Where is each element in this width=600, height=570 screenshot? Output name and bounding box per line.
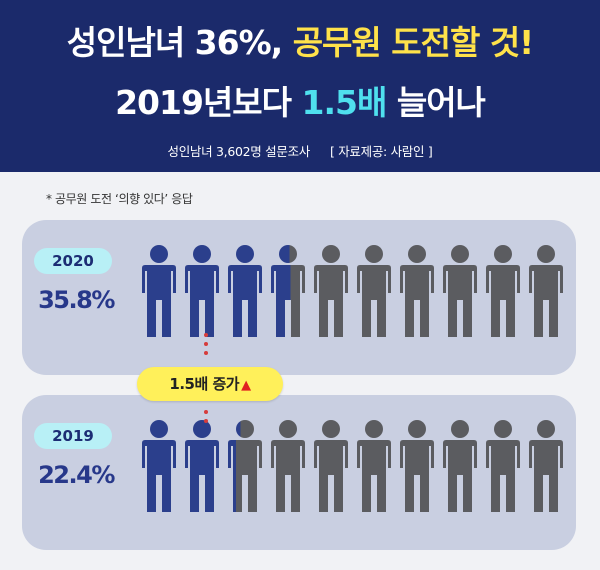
person-head [408,245,426,263]
person-body [529,440,563,512]
person-icon [185,245,219,337]
person-body [185,265,219,337]
person-body [271,265,305,337]
person-head [236,245,254,263]
person-icon [228,245,262,337]
person-body [357,440,391,512]
person-icon [486,420,520,512]
person-head [150,420,168,438]
header-banner: 성인남녀 36%, 공무원 도전할 것! 2019년보다 1.5배 늘어나 성인… [0,0,600,172]
person-head [408,420,426,438]
percent-label: 22.4% [38,461,115,489]
person-body [443,265,477,337]
person-head [365,245,383,263]
person-body [228,440,262,512]
headline-line-1: 성인남녀 36%, 공무원 도전할 것! [0,20,600,66]
person-icon [529,420,563,512]
survey-description: 성인남녀 3,602명 설문조사 [167,144,311,159]
year-label: 2019 [34,423,112,449]
percent-label: 35.8% [38,286,115,314]
person-icon [314,245,348,337]
row-panel-2019: 2019 22.4% [22,395,576,550]
person-head [451,245,469,263]
person-body [486,265,520,337]
person-body [443,440,477,512]
person-icon [400,420,434,512]
year-label: 2020 [34,248,112,274]
person-icon [443,245,477,337]
headline-part: 성인남녀 36%, [66,23,283,62]
person-icon [142,420,176,512]
person-icon-row [142,245,563,337]
person-body [486,440,520,512]
person-head [236,420,254,438]
footnote: * 공무원 도전 ‘의향 있다’ 응답 [46,192,193,206]
headline-part: 2019년보다 [115,83,292,122]
badge-label: 1.5배 증가 [169,375,240,393]
up-triangle-icon: ▲ [241,378,251,393]
person-head [279,245,297,263]
person-head [150,245,168,263]
person-body [314,265,348,337]
person-icon [529,245,563,337]
person-icon [228,420,262,512]
person-body [228,265,262,337]
person-icon [357,245,391,337]
person-icon [271,420,305,512]
person-head [365,420,383,438]
person-body [400,440,434,512]
person-head [322,420,340,438]
person-head [494,420,512,438]
person-body [400,265,434,337]
headline-part: 늘어나 [396,83,486,122]
person-head [451,420,469,438]
data-source: [ 자료제공: 사람인 ] [329,144,433,159]
headline-highlight-multiplier: 1.5배 [301,83,388,122]
person-icon [314,420,348,512]
person-head [494,245,512,263]
person-body [185,440,219,512]
survey-info: 성인남녀 3,602명 설문조사 [ 자료제공: 사람인 ] [0,144,600,160]
person-icon-row [142,420,563,512]
person-icon [443,420,477,512]
person-icon [185,420,219,512]
row-panel-2020: 2020 35.8% [22,220,576,375]
person-icon [142,245,176,337]
person-head [322,245,340,263]
person-head [193,245,211,263]
person-body [271,440,305,512]
person-head [537,420,555,438]
person-icon [357,420,391,512]
person-body [142,265,176,337]
person-body [357,265,391,337]
person-body [314,440,348,512]
person-icon [271,245,305,337]
increase-badge: 1.5배 증가 ▲ [137,367,283,401]
connector-dots [203,333,209,359]
person-icon [400,245,434,337]
person-icon [486,245,520,337]
headline-highlight: 공무원 도전할 것! [292,23,535,62]
person-head [193,420,211,438]
headline-line-2: 2019년보다 1.5배 늘어나 [0,80,600,126]
connector-dots [203,410,209,436]
person-head [279,420,297,438]
person-head [537,245,555,263]
person-body [529,265,563,337]
person-body [142,440,176,512]
